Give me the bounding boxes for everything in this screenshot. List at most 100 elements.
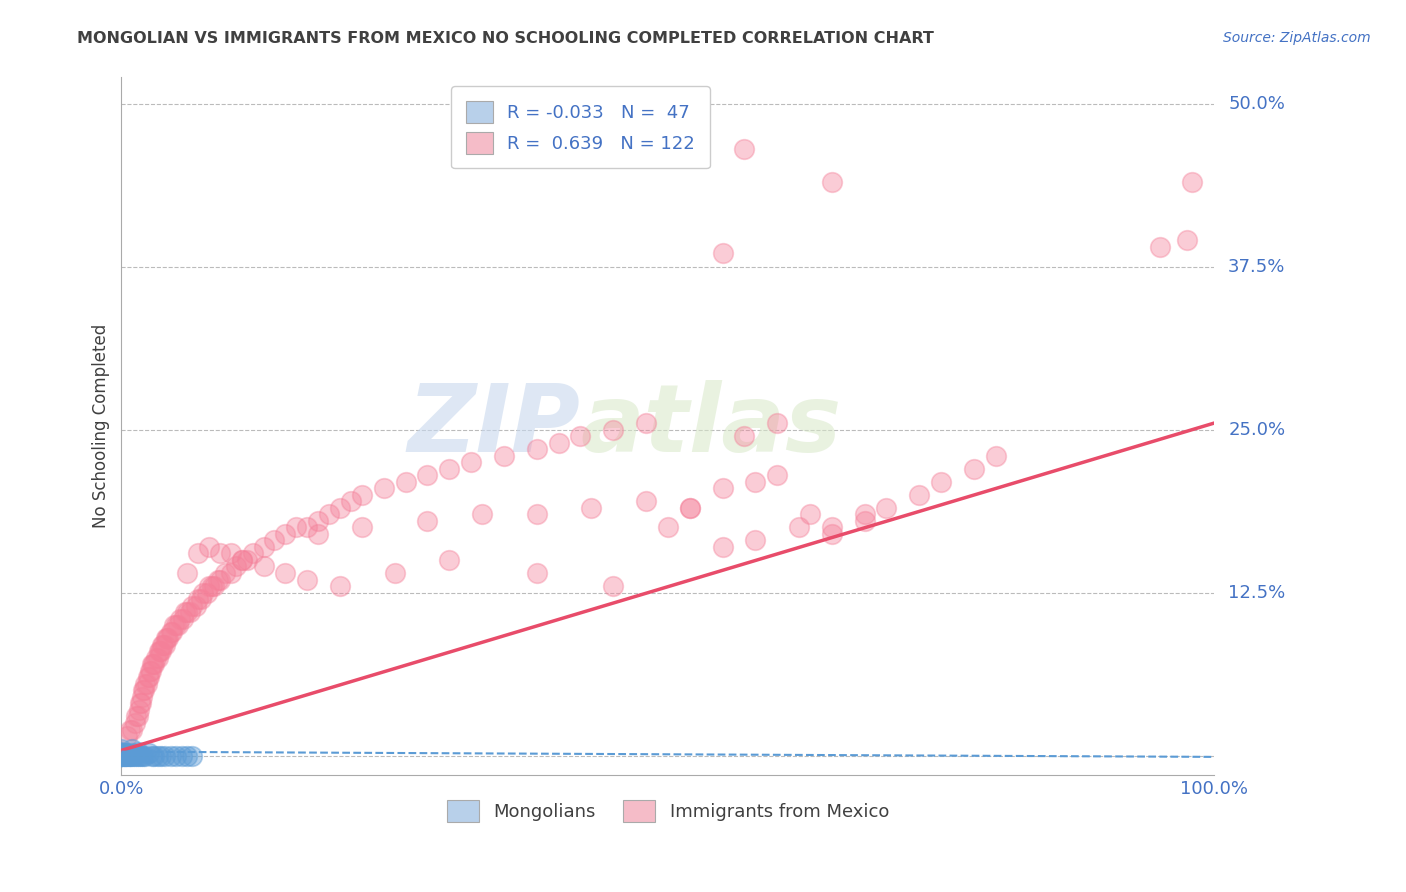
Point [143, 748, 166, 763]
Point [526, 566, 548, 580]
Point [569, 429, 592, 443]
Point [274, 527, 297, 541]
Point [117, 747, 139, 762]
Point [350, 488, 373, 502]
Point [274, 566, 297, 580]
Point [744, 475, 766, 489]
Point [129, 697, 152, 711]
Point [148, 644, 170, 658]
Point [114, 748, 136, 763]
Point [711, 246, 734, 260]
Point [181, 599, 204, 613]
Point [526, 442, 548, 456]
Point [184, 599, 207, 613]
Point [198, 579, 221, 593]
Point [112, 747, 135, 762]
Point [176, 566, 198, 580]
Point [138, 746, 160, 760]
Point [153, 638, 176, 652]
Point [471, 508, 494, 522]
Point [134, 677, 156, 691]
Point [329, 579, 352, 593]
Point [114, 748, 136, 763]
Point [198, 540, 221, 554]
Point [129, 748, 152, 763]
Point [340, 494, 363, 508]
Point [984, 449, 1007, 463]
Point [1149, 240, 1171, 254]
Point [602, 423, 624, 437]
Point [231, 553, 253, 567]
Point [307, 514, 329, 528]
Point [963, 461, 986, 475]
Point [136, 670, 159, 684]
Point [156, 631, 179, 645]
Point [149, 748, 172, 763]
Point [170, 748, 193, 763]
Point [373, 481, 395, 495]
Point [132, 683, 155, 698]
Point [165, 748, 187, 763]
Point [127, 709, 149, 723]
Point [875, 500, 897, 515]
Point [149, 644, 172, 658]
Point [908, 488, 931, 502]
Point [111, 747, 134, 762]
Text: 37.5%: 37.5% [1229, 258, 1285, 276]
Point [172, 612, 194, 626]
Point [160, 624, 183, 639]
Point [307, 527, 329, 541]
Point [155, 631, 177, 645]
Point [492, 449, 515, 463]
Text: Source: ZipAtlas.com: Source: ZipAtlas.com [1223, 31, 1371, 45]
Point [679, 500, 702, 515]
Point [143, 657, 166, 672]
Point [110, 742, 132, 756]
Point [115, 729, 138, 743]
Point [711, 540, 734, 554]
Point [124, 747, 146, 762]
Point [416, 468, 439, 483]
Point [193, 585, 215, 599]
Point [167, 618, 190, 632]
Point [134, 683, 156, 698]
Point [165, 618, 187, 632]
Point [149, 644, 172, 658]
Point [252, 540, 274, 554]
Point [110, 748, 132, 763]
Point [439, 553, 461, 567]
Point [110, 748, 132, 763]
Point [139, 664, 162, 678]
Point [181, 748, 204, 763]
Point [634, 494, 657, 508]
Point [821, 527, 844, 541]
Text: MONGOLIAN VS IMMIGRANTS FROM MEXICO NO SCHOOLING COMPLETED CORRELATION CHART: MONGOLIAN VS IMMIGRANTS FROM MEXICO NO S… [77, 31, 934, 46]
Point [263, 533, 285, 548]
Point [110, 747, 132, 762]
Text: 25.0%: 25.0% [1229, 420, 1285, 439]
Point [236, 553, 259, 567]
Point [225, 559, 247, 574]
Point [173, 605, 195, 619]
Point [132, 748, 155, 763]
Point [120, 748, 142, 763]
Point [153, 748, 176, 763]
Point [121, 746, 143, 760]
Point [163, 618, 186, 632]
Point [394, 475, 416, 489]
Point [460, 455, 482, 469]
Point [141, 748, 163, 763]
Point [157, 631, 180, 645]
Point [120, 723, 142, 737]
Point [176, 748, 198, 763]
Point [744, 533, 766, 548]
Point [112, 748, 135, 763]
Point [242, 546, 264, 560]
Point [416, 514, 439, 528]
Point [602, 579, 624, 593]
Point [141, 657, 163, 672]
Point [711, 481, 734, 495]
Point [297, 520, 319, 534]
Text: ZIP: ZIP [408, 380, 581, 472]
Point [169, 612, 191, 626]
